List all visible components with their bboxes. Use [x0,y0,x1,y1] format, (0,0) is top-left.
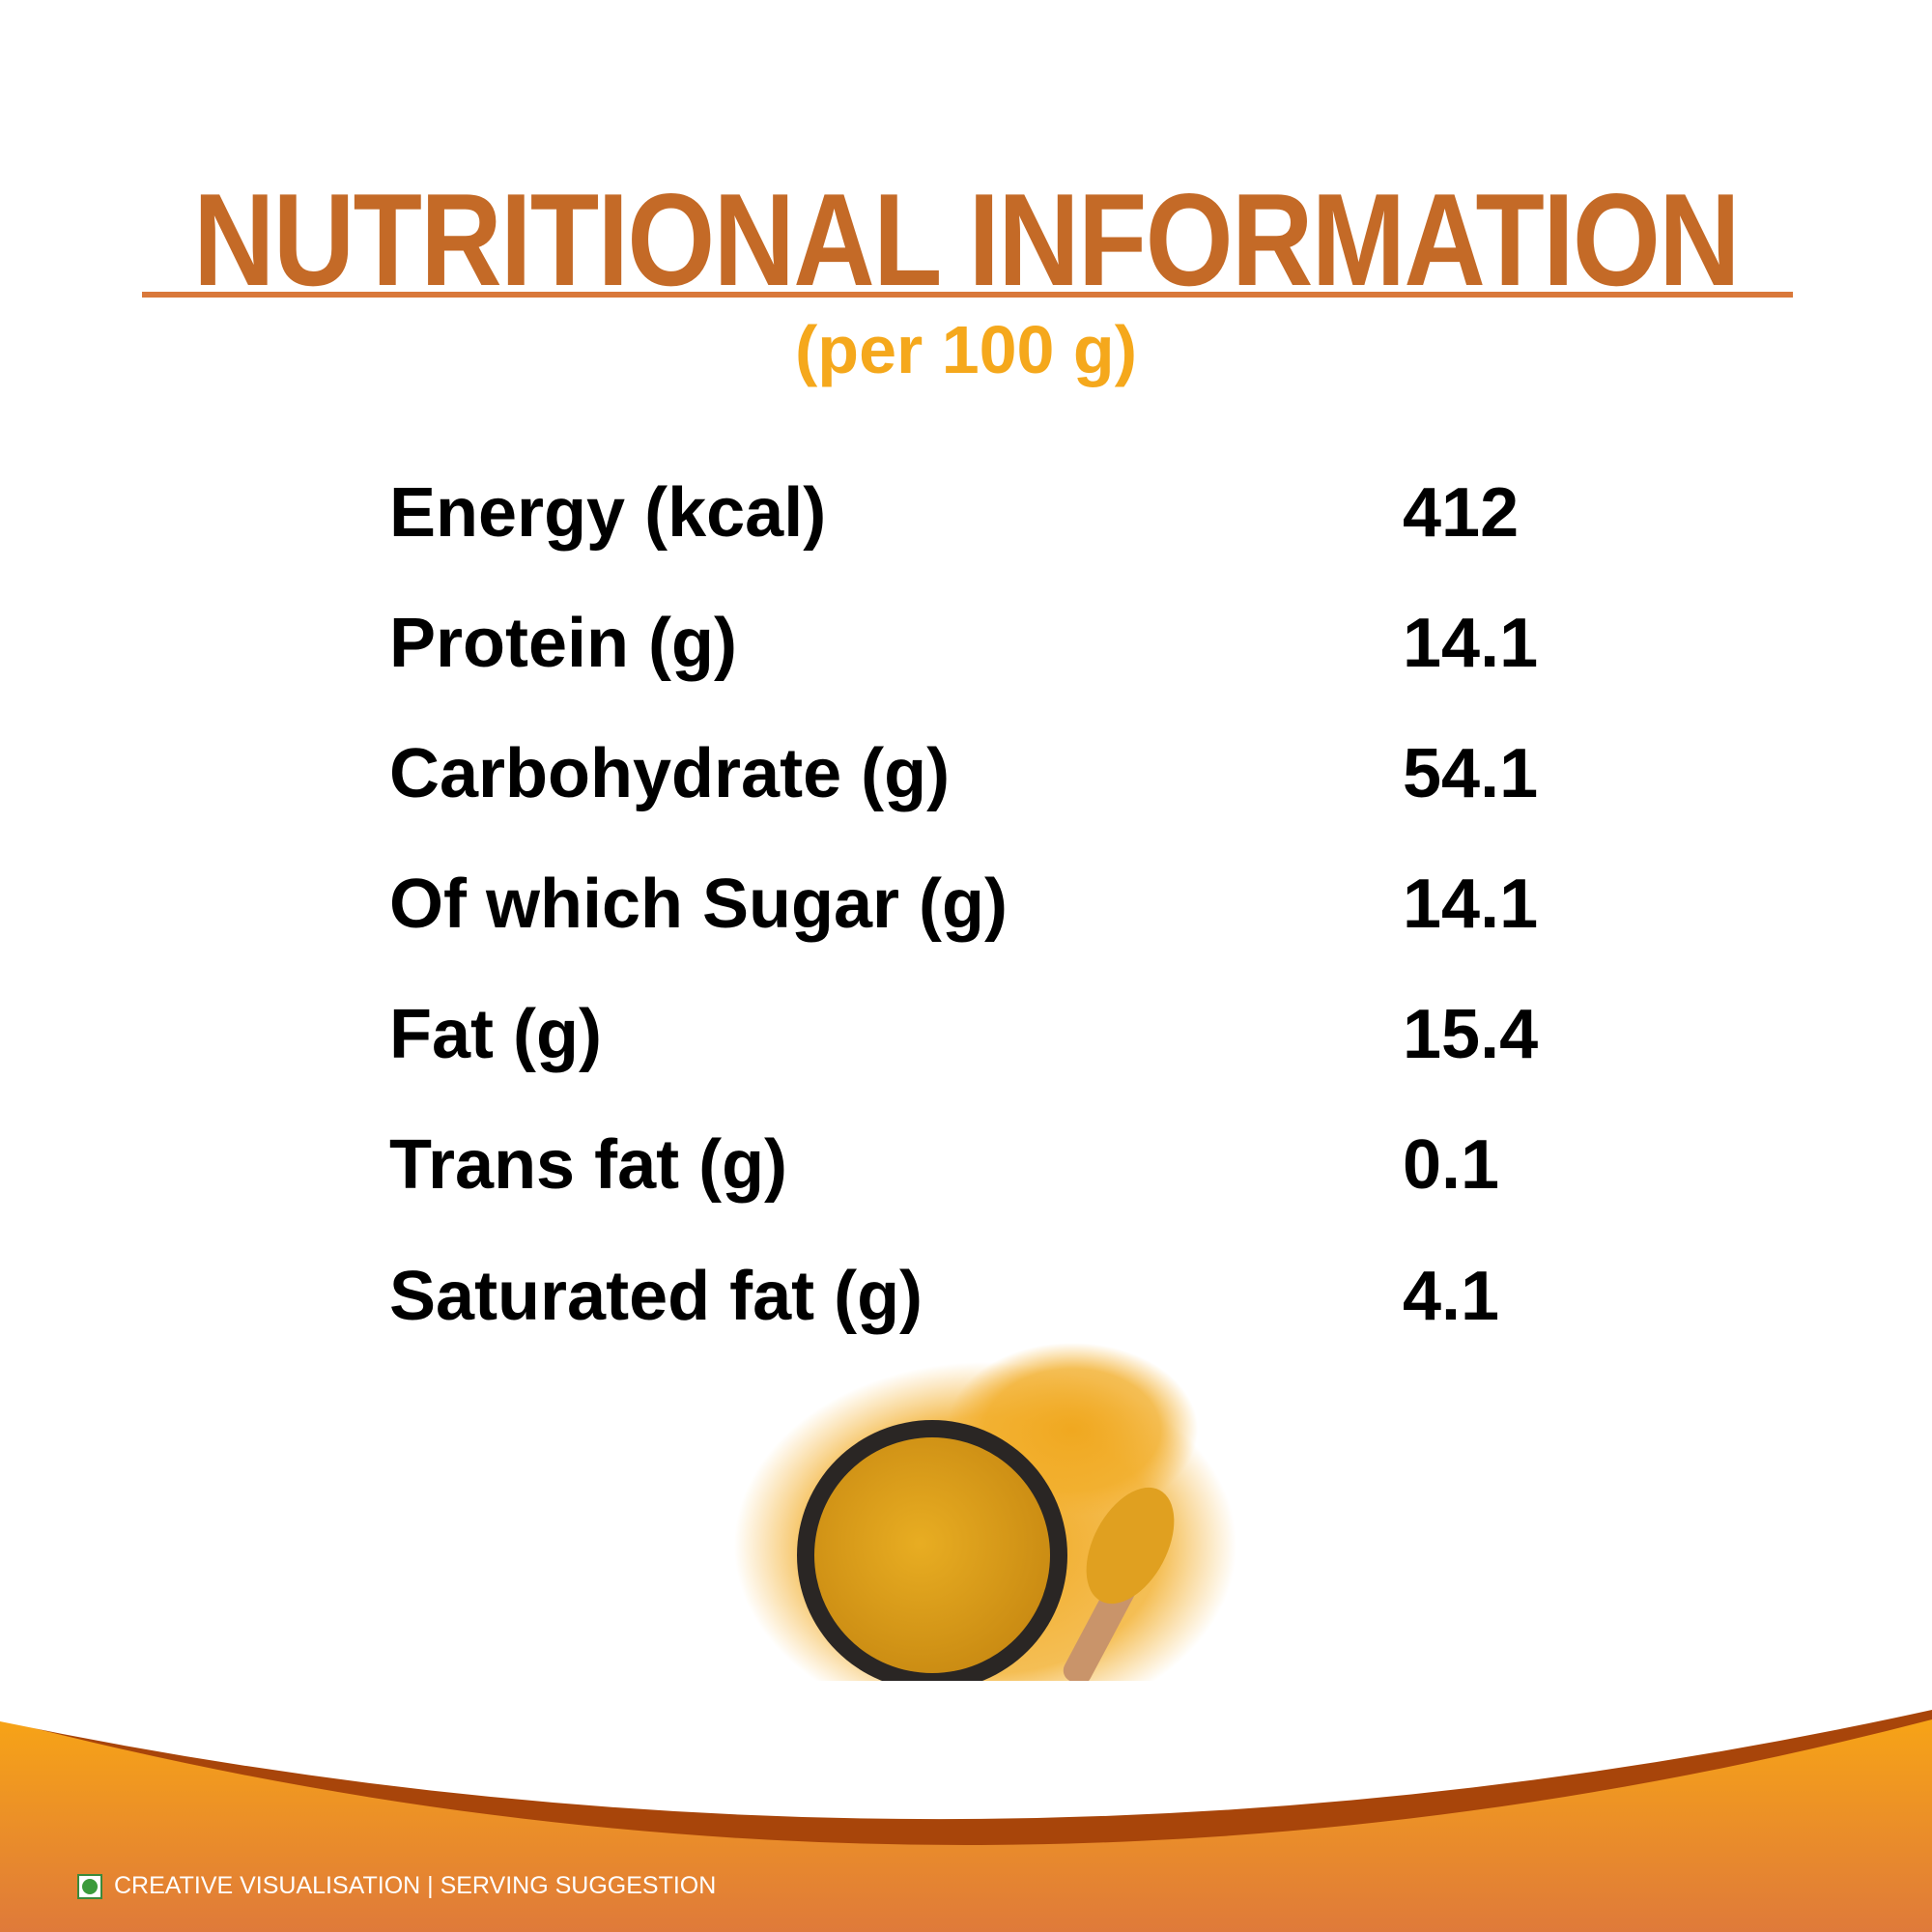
disclaimer-text: CREATIVE VISUALISATION | SERVING SUGGEST… [114,1872,717,1899]
nutrient-label: Energy (kcal) [389,474,827,552]
nutrition-row: Trans fat (g) 0.1 [0,1125,1932,1222]
nutrition-row: Energy (kcal) 412 [0,473,1932,570]
nutrient-label: Fat (g) [389,996,602,1073]
footer-disclaimer: CREATIVE VISUALISATION | SERVING SUGGEST… [77,1872,716,1900]
nutrition-row: Of which Sugar (g) 14.1 [0,865,1932,961]
nutrient-label: Protein (g) [389,605,737,682]
nutrition-row: Protein (g) 14.1 [0,604,1932,700]
nutrient-label: Saturated fat (g) [389,1258,923,1335]
nutrient-label: Trans fat (g) [389,1126,788,1204]
nutrient-label: Of which Sugar (g) [389,866,1008,943]
white-wave [0,1681,1932,1820]
title-underline [142,292,1793,298]
nutrition-row: Saturated fat (g) 4.1 [0,1257,1932,1353]
nutrient-label: Carbohydrate (g) [389,735,951,812]
nutrient-value: 54.1 [1403,735,1539,812]
veg-mark-icon [77,1873,102,1899]
nutrient-value: 412 [1403,474,1520,552]
nutrition-row: Carbohydrate (g) 54.1 [0,734,1932,831]
nutrient-value: 14.1 [1403,866,1539,943]
nutrient-value: 0.1 [1403,1126,1500,1204]
page-title: NUTRITIONAL INFORMATION [193,166,1741,313]
page-subtitle: (per 100 g) [795,312,1137,387]
nutrient-value: 15.4 [1403,996,1539,1073]
nutrient-value: 14.1 [1403,605,1539,682]
nutrition-row: Fat (g) 15.4 [0,995,1932,1092]
nutrient-value: 4.1 [1403,1258,1500,1335]
